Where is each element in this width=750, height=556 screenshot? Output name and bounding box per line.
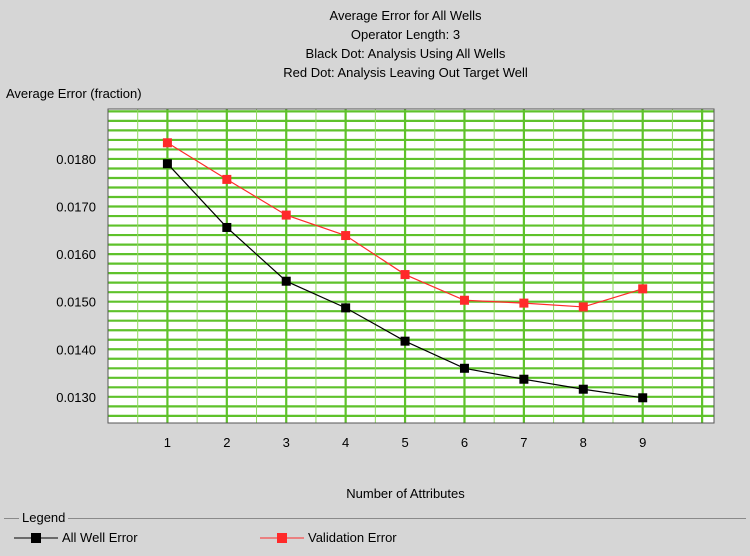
data-point-all-well-error: [519, 374, 529, 384]
data-point-validation-error: [459, 295, 469, 305]
data-point-all-well-error: [400, 336, 410, 346]
y-tick-label: 0.0160: [56, 247, 96, 262]
title-line-3: Black Dot: Analysis Using All Wells: [305, 46, 506, 61]
data-point-validation-error: [638, 284, 648, 294]
grid-lines: [107, 108, 715, 424]
data-point-all-well-error: [638, 393, 648, 403]
y-tick-label: 0.0150: [56, 295, 96, 310]
y-tick-label: 0.0180: [56, 152, 96, 167]
data-point-validation-error: [281, 210, 291, 220]
legend-label-validation-error: Validation Error: [308, 530, 397, 546]
y-axis-label: Average Error (fraction): [6, 86, 142, 101]
data-point-all-well-error: [281, 276, 291, 286]
y-tick-labels: 0.0130 0.0140 0.0150 0.0160 0.0170 0.0180: [56, 152, 96, 405]
data-point-all-well-error: [162, 159, 172, 169]
x-tick-label: 8: [580, 435, 587, 450]
plot-background: [107, 108, 715, 424]
x-tick-label: 9: [639, 435, 646, 450]
legend-swatch-red: [260, 532, 304, 543]
series-group: [162, 138, 648, 403]
data-point-all-well-error: [459, 363, 469, 373]
legend-title: Legend: [19, 510, 69, 525]
x-tick-label: 2: [223, 435, 230, 450]
x-tick-label: 6: [461, 435, 468, 450]
plot-border: [107, 108, 715, 424]
y-tick-label: 0.0140: [56, 342, 96, 357]
data-point-validation-error: [341, 231, 351, 241]
legend-label-all-well-error: All Well Error: [62, 530, 138, 546]
x-tick-label: 4: [342, 435, 349, 450]
data-point-validation-error: [519, 298, 529, 308]
x-tick-labels: 1 2 3 4 5 6 7 8 9: [164, 435, 647, 450]
x-tick-label: 5: [401, 435, 408, 450]
data-point-validation-error: [162, 138, 172, 148]
chart-plot: 0.0130 0.0140 0.0150 0.0160 0.0170 0.0180 1 2 3…: [56, 108, 715, 450]
title-line-2: Operator Length: 3: [350, 27, 461, 42]
data-point-all-well-error: [341, 303, 351, 313]
x-tick-label: 7: [520, 435, 527, 450]
x-tick-label: 1: [164, 435, 171, 450]
y-tick-label: 0.0130: [56, 390, 96, 405]
legend-swatch-black: [14, 532, 58, 543]
title-line-1: Average Error for All Wells: [329, 8, 482, 23]
x-axis-label: Number of Attributes: [346, 486, 465, 501]
data-point-all-well-error: [578, 384, 588, 394]
legend-item-validation-error: Validation Error: [260, 529, 397, 545]
x-tick-label: 3: [283, 435, 290, 450]
data-point-validation-error: [578, 302, 588, 312]
title-line-4: Red Dot: Analysis Leaving Out Target Wel…: [283, 65, 528, 80]
legend: Legend All Well Error Validation Error: [4, 510, 746, 553]
data-point-all-well-error: [222, 222, 232, 232]
chart-title: Average Error for All Wells Operator Len…: [0, 6, 750, 82]
y-tick-label: 0.0170: [56, 200, 96, 215]
data-point-validation-error: [400, 270, 410, 280]
data-point-validation-error: [222, 174, 232, 184]
legend-item-all-well-error: All Well Error: [14, 529, 138, 545]
